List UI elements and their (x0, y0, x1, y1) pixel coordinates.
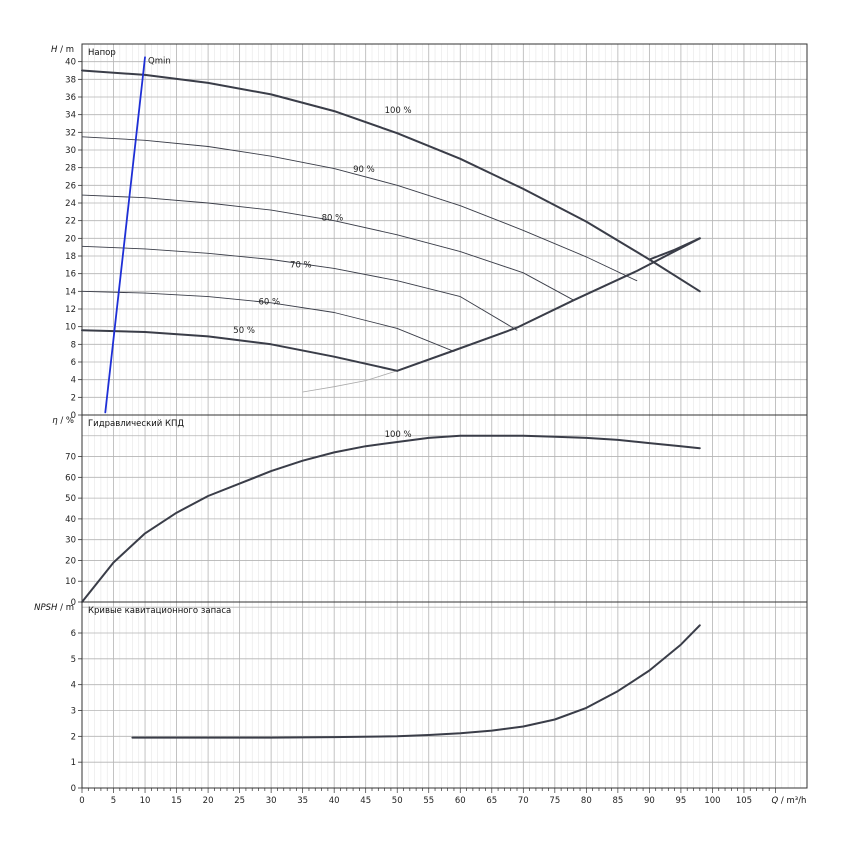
x-tick-label: 10 (140, 796, 151, 806)
panel-2: 0 10 20 30 40 50 60 70 η / % Гидравлический КПД 10… (52, 414, 808, 608)
curve-60 (81, 290, 455, 352)
panel-frame (81, 414, 808, 603)
y-tick-label: 6 (71, 358, 76, 368)
x-tick-label: 65 (486, 796, 497, 806)
panel-title: Напор (88, 48, 116, 58)
x-tick-label: 95 (675, 796, 686, 806)
y-tick-label: 34 (65, 111, 76, 121)
y-axis-label: η / % (52, 416, 74, 426)
y-tick-label: 1 (71, 758, 76, 768)
qmin-line (104, 56, 146, 414)
y-axis-label: H / m (51, 45, 74, 55)
y-tick-label: 4 (71, 376, 76, 386)
y-tick-label: 3 (71, 707, 76, 717)
curve-label: 60 % (259, 298, 281, 308)
y-tick-label: 24 (65, 199, 76, 209)
y-tick-label: 70 (65, 453, 76, 463)
x-tick-label: 70 (518, 796, 529, 806)
y-tick-label: 5 (71, 655, 76, 665)
x-tick-label: 45 (360, 796, 371, 806)
y-tick-label: 0 (71, 598, 76, 608)
max-flow-boundary (396, 237, 701, 372)
right-end-100 (648, 237, 701, 261)
y-tick-label: 26 (65, 181, 76, 191)
x-tick-label: 80 (581, 796, 592, 806)
y-tick-label: 6 (71, 629, 76, 639)
x-tick-label: 30 (266, 796, 277, 806)
y-tick-label: 18 (65, 252, 76, 262)
x-tick-label: 40 (329, 796, 340, 806)
x-tick-label: 55 (423, 796, 434, 806)
panel-frame (81, 601, 808, 789)
panel-title: Гидравлический КПД (88, 419, 184, 429)
y-tick-label: 16 (65, 270, 76, 280)
y-tick-label: 20 (65, 556, 76, 566)
y-tick-label: 22 (65, 217, 76, 227)
curve-label: 50 % (233, 326, 255, 336)
curve-label: 90 % (353, 165, 375, 175)
curve-label: 80 % (322, 214, 344, 224)
y-tick-label: 14 (65, 287, 76, 297)
y-tick-label: 2 (71, 393, 76, 403)
panel-title: Кривые кавитационного запаса (88, 606, 231, 616)
x-tick-label: 5 (111, 796, 116, 806)
y-tick-label: 0 (71, 411, 76, 421)
x-tick-label: 0 (79, 796, 84, 806)
x-tick-label: 20 (203, 796, 214, 806)
y-tick-label: 38 (65, 75, 76, 85)
curve-label: 100 % (385, 106, 412, 116)
y-tick-label: 8 (71, 340, 76, 350)
y-tick-label: 40 (65, 58, 76, 68)
y-tick-label: 50 (65, 494, 76, 504)
x-tick-label: 85 (612, 796, 623, 806)
y-tick-label: 20 (65, 234, 76, 244)
curve-npsh (131, 624, 701, 739)
y-tick-label: 30 (65, 146, 76, 156)
x-tick-label: 105 (736, 796, 752, 806)
curve-70 (81, 245, 518, 331)
y-tick-label: 2 (71, 732, 76, 742)
curve-label: 100 % (385, 430, 412, 440)
curve-label: 70 % (290, 260, 312, 270)
y-tick-label: 30 (65, 536, 76, 546)
y-tick-label: 28 (65, 164, 76, 174)
y-tick-label: 4 (71, 681, 76, 691)
y-tick-label: 40 (65, 515, 76, 525)
curve-50 (81, 329, 399, 372)
y-tick-label: 60 (65, 473, 76, 483)
y-tick-label: 36 (65, 93, 76, 103)
y-tick-label: 32 (65, 128, 76, 138)
y-tick-label: 12 (65, 305, 76, 315)
qmin-label: Qmin (148, 56, 171, 66)
x-tick-label: 50 (392, 796, 403, 806)
x-tick-label: 90 (644, 796, 655, 806)
y-tick-label: 0 (71, 784, 76, 794)
curve-100 (81, 434, 701, 603)
x-axis-label: Q / m³/h (771, 796, 806, 806)
x-tick-label: 75 (549, 796, 560, 806)
x-tick-label: 15 (171, 796, 182, 806)
x-tick-label: 100 (704, 796, 720, 806)
panel-frame (81, 43, 808, 416)
system-curve (302, 370, 398, 393)
curve-80 (81, 194, 575, 301)
curve-100 (81, 69, 701, 293)
x-tick-label: 60 (455, 796, 466, 806)
x-tick-label: 25 (234, 796, 245, 806)
y-axis-label: NPSH / m (34, 603, 74, 613)
curve-90 (81, 136, 638, 282)
y-tick-label: 10 (65, 577, 76, 587)
panel-3: 0 1 2 3 4 5 6 NPSH / m Кривые кавитационного зап… (34, 601, 808, 794)
x-tick-label: 35 (297, 796, 308, 806)
y-tick-label: 10 (65, 323, 76, 333)
